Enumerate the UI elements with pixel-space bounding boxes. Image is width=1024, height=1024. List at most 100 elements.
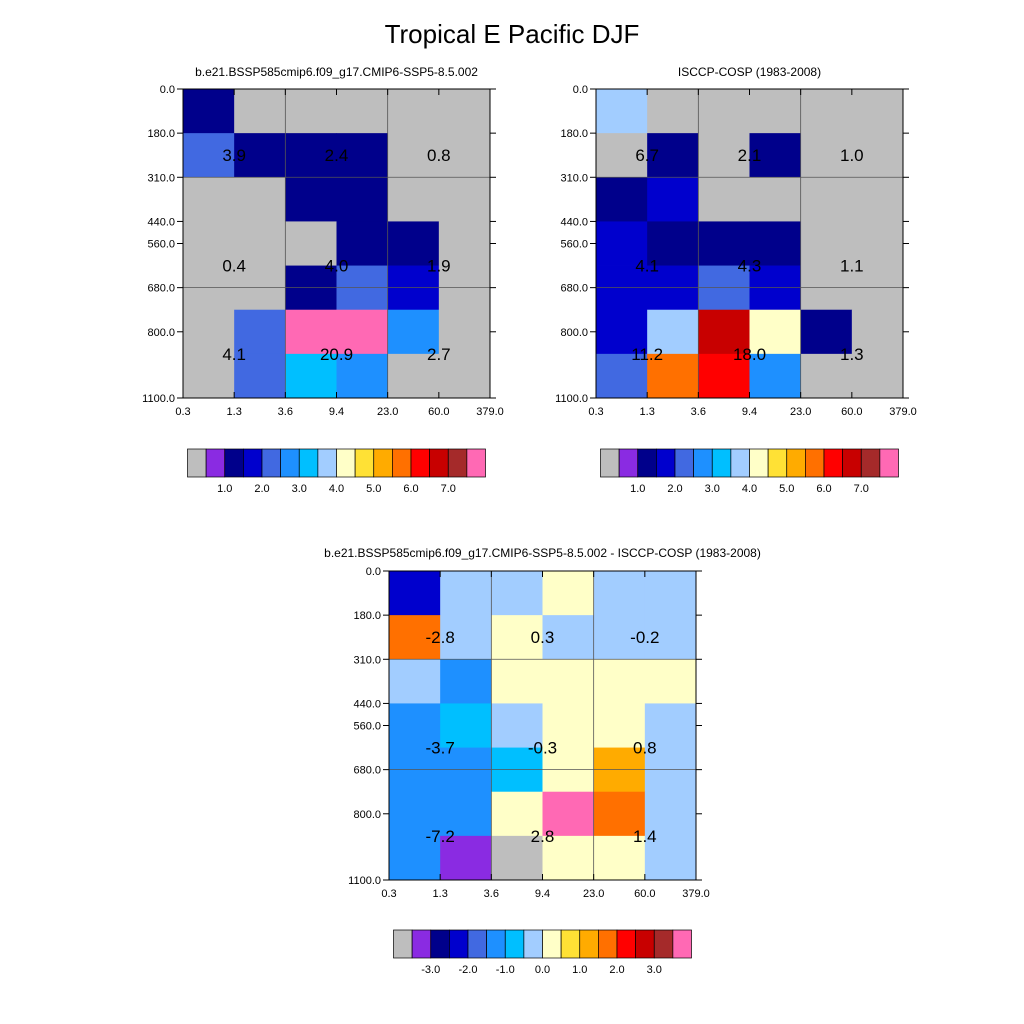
colorbar-label: 6.0 [403, 483, 418, 495]
colorbar-label: 7.0 [854, 483, 869, 495]
heatmap-cell [698, 177, 750, 222]
y-tick-label: 800.0 [147, 327, 175, 339]
colorbar-label: 0.0 [535, 964, 550, 976]
y-tick-label: 560.0 [147, 239, 175, 251]
heatmap-cell [749, 177, 802, 222]
x-tick-label: 3.6 [278, 406, 293, 418]
heatmap-cell [438, 353, 491, 399]
cell-value-label: -0.3 [528, 739, 557, 758]
x-tick-label: 1.3 [227, 406, 242, 418]
colorbar-swatch [711, 448, 732, 478]
heatmap-cell [800, 221, 853, 266]
y-tick-label: 0.0 [573, 84, 588, 96]
cell-value-label: 6.7 [635, 146, 659, 165]
y-tick-label: 560.0 [560, 239, 588, 251]
heatmap-cell [749, 221, 802, 266]
colorbar-swatch [280, 448, 300, 478]
colorbar-swatch [637, 448, 657, 478]
heatmap-cell [596, 353, 648, 399]
cell-value-label: 0.8 [427, 146, 451, 165]
cell-value-label: 4.1 [635, 257, 659, 276]
heatmap-cell [749, 89, 802, 134]
colorbar-label: 1.0 [217, 483, 232, 495]
panel-model: b.e21.BSSP585cmip6.f09_g17.CMIP6-SSP5-8.… [142, 65, 504, 495]
colorbar-swatch [560, 929, 581, 959]
heatmap-cell [644, 703, 697, 748]
colorbar-swatch [579, 929, 599, 959]
heatmap-cell [647, 221, 699, 266]
heatmap-cell [336, 89, 389, 134]
heatmap-cell [593, 615, 646, 660]
x-tick-label: 1.3 [433, 888, 448, 900]
colorbar-swatch [317, 448, 337, 478]
cell-value-label: 4.3 [738, 257, 762, 276]
heatmap-cell [440, 615, 492, 660]
heatmap-cell [542, 791, 595, 837]
cell-value-label: 0.8 [633, 739, 657, 758]
heatmap-cell [647, 89, 699, 134]
x-tick-label: 23.0 [377, 406, 398, 418]
heatmap-cell [440, 659, 492, 704]
heatmap-cell [183, 309, 235, 355]
heatmap-cell [440, 703, 492, 748]
colorbar-swatch [860, 448, 881, 478]
heatmap-cell [389, 791, 441, 837]
heatmap-cell [285, 221, 337, 266]
heatmap-cell [800, 309, 853, 355]
colorbar-swatch [674, 448, 694, 478]
heatmap-cell [800, 89, 853, 134]
x-tick-label: 3.6 [484, 888, 499, 900]
x-tick-label: 9.4 [329, 406, 344, 418]
heatmap-cell [387, 89, 440, 134]
y-tick-label: 1100.0 [348, 875, 381, 887]
heatmap-cell [285, 309, 337, 355]
heatmap-cell [183, 353, 235, 399]
colorbar-swatch [466, 448, 486, 478]
heatmap-cell [491, 659, 543, 704]
x-tick-label: 23.0 [583, 888, 604, 900]
colorbar-swatch [598, 929, 618, 959]
heatmap-cell [389, 615, 441, 660]
colorbar-swatch [298, 448, 319, 478]
cell-value-label: -3.7 [426, 739, 455, 758]
colorbar-swatch [805, 448, 825, 478]
colorbar-label: 5.0 [779, 483, 794, 495]
heatmap-cell [596, 221, 648, 266]
heatmap-cell [800, 353, 853, 399]
colorbar-label: 4.0 [742, 483, 757, 495]
colorbar-label: -3.0 [421, 964, 440, 976]
colorbar-swatch [693, 448, 713, 478]
colorbar-label: 5.0 [366, 483, 381, 495]
cell-value-label: 1.1 [840, 257, 864, 276]
main-title: Tropical E Pacific DJF [385, 19, 640, 49]
heatmap-cell [644, 571, 697, 616]
y-tick-label: 310.0 [353, 654, 381, 666]
colorbar-label: 3.0 [292, 483, 307, 495]
heatmap-cell [234, 89, 286, 134]
heatmap-cell [389, 659, 441, 704]
heatmap-cell [749, 353, 802, 399]
y-tick-label: 1100.0 [555, 393, 588, 405]
cell-value-label: -0.2 [630, 628, 659, 647]
x-tick-label: 60.0 [428, 406, 449, 418]
x-tick-label: 60.0 [841, 406, 862, 418]
colorbar-swatch [672, 929, 692, 959]
colorbar-swatch [786, 448, 806, 478]
x-tick-label: 379.0 [682, 888, 710, 900]
x-tick-label: 379.0 [889, 406, 917, 418]
cell-value-label: 0.3 [531, 628, 555, 647]
y-tick-label: 440.0 [353, 698, 381, 710]
colorbar-swatch [767, 448, 788, 478]
colorbar-swatch [449, 929, 469, 959]
colorbar-swatch [393, 929, 413, 959]
colorbar-swatch [410, 448, 430, 478]
cell-value-label: 0.4 [222, 257, 246, 276]
y-tick-label: 310.0 [147, 172, 175, 184]
panel-title: b.e21.BSSP585cmip6.f09_g17.CMIP6-SSP5-8.… [324, 546, 761, 560]
heatmap-cell [644, 791, 697, 837]
cell-value-label: 11.2 [631, 345, 663, 364]
cell-value-label: -2.8 [426, 628, 455, 647]
colorbar-label: 2.0 [667, 483, 682, 495]
cell-value-label: 2.1 [738, 146, 762, 165]
heatmap-cell [851, 177, 904, 222]
